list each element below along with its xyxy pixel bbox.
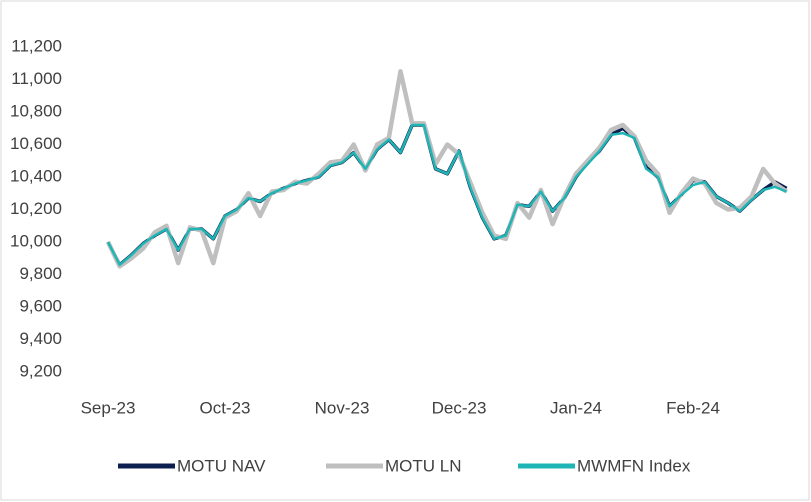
series-line (105, 69, 788, 269)
y-tick-label: 9,600 (19, 296, 62, 315)
y-tick-label: 11,000 (11, 69, 62, 88)
x-tick-label: Jan-24 (550, 398, 602, 417)
x-tick-label: Feb-24 (666, 398, 720, 417)
y-tick-label: 11,200 (11, 36, 62, 55)
y-tick-label: 10,000 (10, 231, 62, 250)
y-tick-label: 10,200 (10, 199, 62, 218)
y-tick-label: 10,600 (10, 134, 62, 153)
legend-label: MOTU NAV (177, 456, 266, 475)
x-tick-label: Nov-23 (315, 398, 370, 417)
y-tick-label: 9,400 (19, 329, 62, 348)
legend-label: MWMFN Index (577, 456, 691, 475)
y-tick-label: 10,800 (10, 101, 62, 120)
y-tick-label: 10,400 (10, 166, 62, 185)
legend-label: MOTU LN (385, 456, 462, 475)
x-tick-label: Dec-23 (432, 398, 487, 417)
y-tick-label: 9,800 (19, 264, 62, 283)
x-tick-label: Oct-23 (199, 398, 250, 417)
series-line (106, 123, 788, 267)
x-tick-label: Sep-23 (81, 398, 136, 417)
y-tick-label: 9,200 (19, 361, 62, 380)
